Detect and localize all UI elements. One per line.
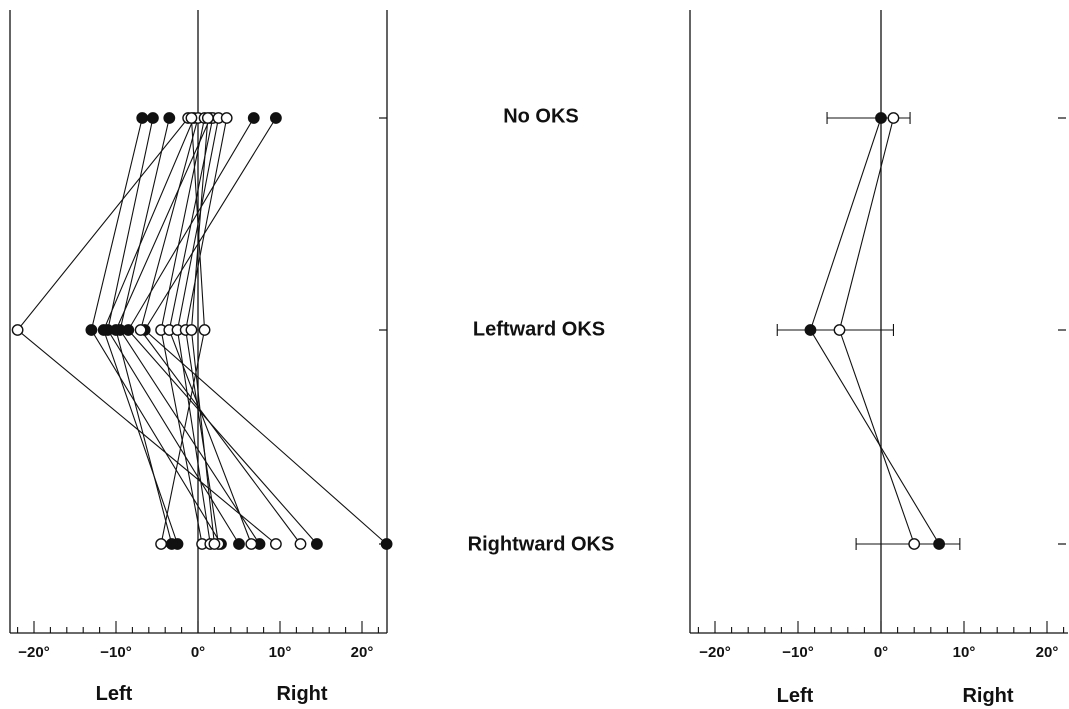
subject-point-filled — [247, 112, 260, 124]
subject-point-filled — [85, 324, 98, 336]
subject-point-open — [208, 538, 221, 550]
label-no-oks: No OKS — [503, 105, 579, 128]
subject-point-open — [294, 538, 307, 550]
right-panel-left-label: Left — [776, 685, 814, 707]
panel2-tick-label: 10° — [953, 644, 976, 661]
subject-point-open — [269, 538, 282, 550]
subject-point-filled — [163, 112, 176, 124]
panel2-tick-label: −10° — [782, 644, 813, 661]
mean-point-filled — [933, 538, 945, 550]
panel2-tick-label: 20° — [1036, 644, 1059, 661]
panel2-tick-label: 0° — [874, 644, 888, 661]
subject-point-open — [155, 538, 168, 550]
left-panel-left-label: Left — [95, 683, 133, 705]
subject-point-open — [245, 538, 258, 550]
subject-point-filled — [136, 112, 149, 124]
subject-point-open — [220, 112, 233, 124]
panel2-tick-label: −20° — [699, 644, 730, 661]
label-leftward-oks: Leftward OKS — [472, 318, 606, 341]
panel1-tick-label: 20° — [351, 644, 374, 661]
mean-line-open — [838, 117, 915, 545]
subject-point-filled — [310, 538, 323, 550]
mean-point-filled — [875, 112, 887, 124]
panel1-tick-label: 0° — [191, 644, 205, 661]
subject-point-open — [185, 112, 198, 124]
subject-point-filled — [165, 538, 178, 550]
subject-point-open — [134, 324, 147, 336]
subject-point-filled — [233, 538, 245, 550]
panel1-tick-label: −10° — [100, 644, 131, 661]
mean-point-filled — [804, 324, 817, 336]
right-panel-right-label: Right — [962, 685, 1014, 707]
label-rightward-oks: Rightward OKS — [467, 533, 615, 556]
mean-point-open — [833, 324, 846, 336]
panel1-tick-label: −20° — [18, 644, 49, 661]
mean-point-open — [887, 112, 900, 124]
subject-point-filled — [380, 538, 393, 550]
subject-point-open — [185, 324, 198, 336]
panel1-tick-label: 10° — [269, 644, 292, 661]
subject-point-filled — [146, 112, 159, 124]
subject-point-open — [11, 324, 24, 336]
subject-point-open — [198, 324, 211, 336]
subject-point-filled — [122, 324, 135, 336]
subject-point-filled — [269, 112, 282, 124]
mean-line-filled — [809, 117, 940, 545]
subject-point-filled — [97, 324, 110, 336]
left-panel-right-label: Right — [276, 683, 328, 705]
mean-point-open — [908, 538, 921, 550]
subject-point-filled — [110, 324, 122, 336]
subject-point-open — [201, 112, 214, 124]
